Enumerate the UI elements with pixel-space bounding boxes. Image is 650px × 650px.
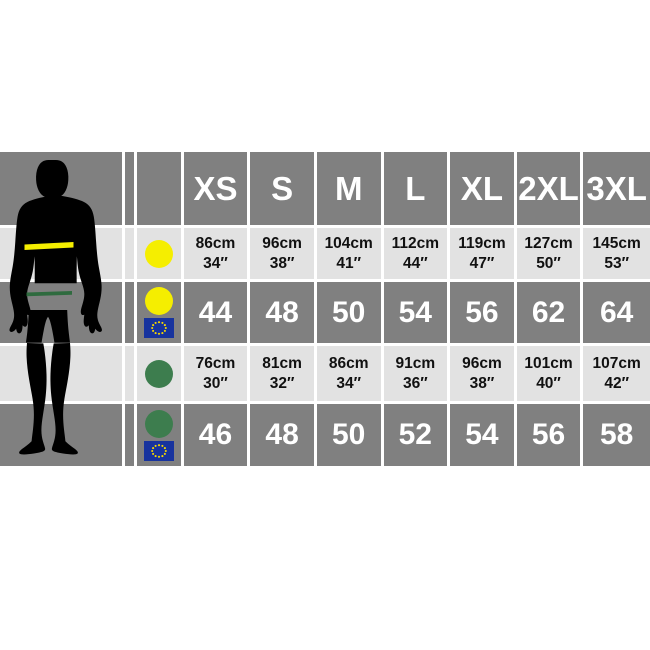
chest-eu-3xl: 64 [583,282,650,346]
silhouette-svg [9,160,102,455]
table-row-waist-cm: 76cm 30″ 81cm 32″ 86cm 34″ 91cm 36″ 96cm 38″ … [0,346,650,404]
spacer-cell-header [125,152,138,228]
green-circle-icon [144,359,173,388]
spacer-cell-waist-eu [125,404,138,466]
silhouette-right-leg [50,343,78,455]
chest-cm-xs: 86cm 34″ [183,228,251,282]
header-m: M [316,152,384,228]
waist-eu-xl: 54 [450,404,517,466]
waist-eu-l: 52 [383,404,451,466]
chest-eu-xs: 44 [183,282,251,346]
chest-cm-s: 96cm 38″ [250,228,317,282]
yellow-circle-icon [144,239,173,268]
chest-cm-l: 112cm 44″ [383,228,451,282]
chest-measure-band [24,242,74,250]
eu-flag-icon [143,318,174,338]
spacer-cell-chest-eu [125,282,138,346]
chest-cm-2xl: 127cm 50″ [516,228,584,282]
spacer-cell-waist-cm [125,346,138,404]
waist-cm-l: 91cm 36″ [383,346,451,404]
waist-cm-m: 86cm 34″ [316,346,384,404]
eu-flag-icon [143,440,174,461]
silhouette-shorts [26,310,70,343]
icon-cell-waist-eu [137,404,184,466]
header-3xl: 3XL [583,152,650,228]
waist-cm-xl: 96cm 38″ [450,346,517,404]
table-row-chest-eu: 44 48 50 54 56 62 64 [0,282,650,346]
green-circle-icon [144,409,173,438]
waist-cm-xs: 76cm 30″ [183,346,251,404]
icon-cell-chest-eu [137,282,184,346]
chest-eu-m: 50 [316,282,384,346]
chest-eu-2xl: 62 [516,282,584,346]
icon-cell-header [137,152,184,228]
waist-eu-m: 50 [316,404,384,466]
waist-measure-band [26,291,72,297]
chest-eu-xl: 56 [450,282,517,346]
chest-cm-3xl: 145cm 53″ [583,228,650,282]
header-s: S [250,152,317,228]
silhouette-left-leg [19,343,47,455]
chest-eu-l: 54 [383,282,451,346]
waist-cm-3xl: 107cm 42″ [583,346,650,404]
chest-cm-m: 104cm 41″ [316,228,384,282]
waist-cm-s: 81cm 32″ [250,346,317,404]
waist-eu-xs: 46 [183,404,251,466]
icon-cell-waist-cm [137,346,184,404]
silhouette-torso [9,196,102,334]
chest-cm-xl: 119cm 47″ [450,228,517,282]
waist-eu-3xl: 58 [583,404,650,466]
waist-cm-2xl: 101cm 40″ [516,346,584,404]
header-xl: XL [450,152,517,228]
chest-eu-s: 48 [250,282,317,346]
header-2xl: 2XL [516,152,584,228]
waist-eu-2xl: 56 [516,404,584,466]
spacer-cell-chest-cm [125,228,138,282]
size-chart-table: XS S M L XL 2XL 3XL 86cm 34″ 96cm 38″ [0,152,650,466]
header-l: L [383,152,451,228]
silhouette-head [36,160,69,208]
table-header-row: XS S M L XL 2XL 3XL [0,152,650,228]
body-silhouette-figure [0,152,124,466]
icon-cell-chest-cm [137,228,184,282]
yellow-circle-icon [144,287,173,315]
header-xs: XS [183,152,251,228]
waist-eu-s: 48 [250,404,317,466]
